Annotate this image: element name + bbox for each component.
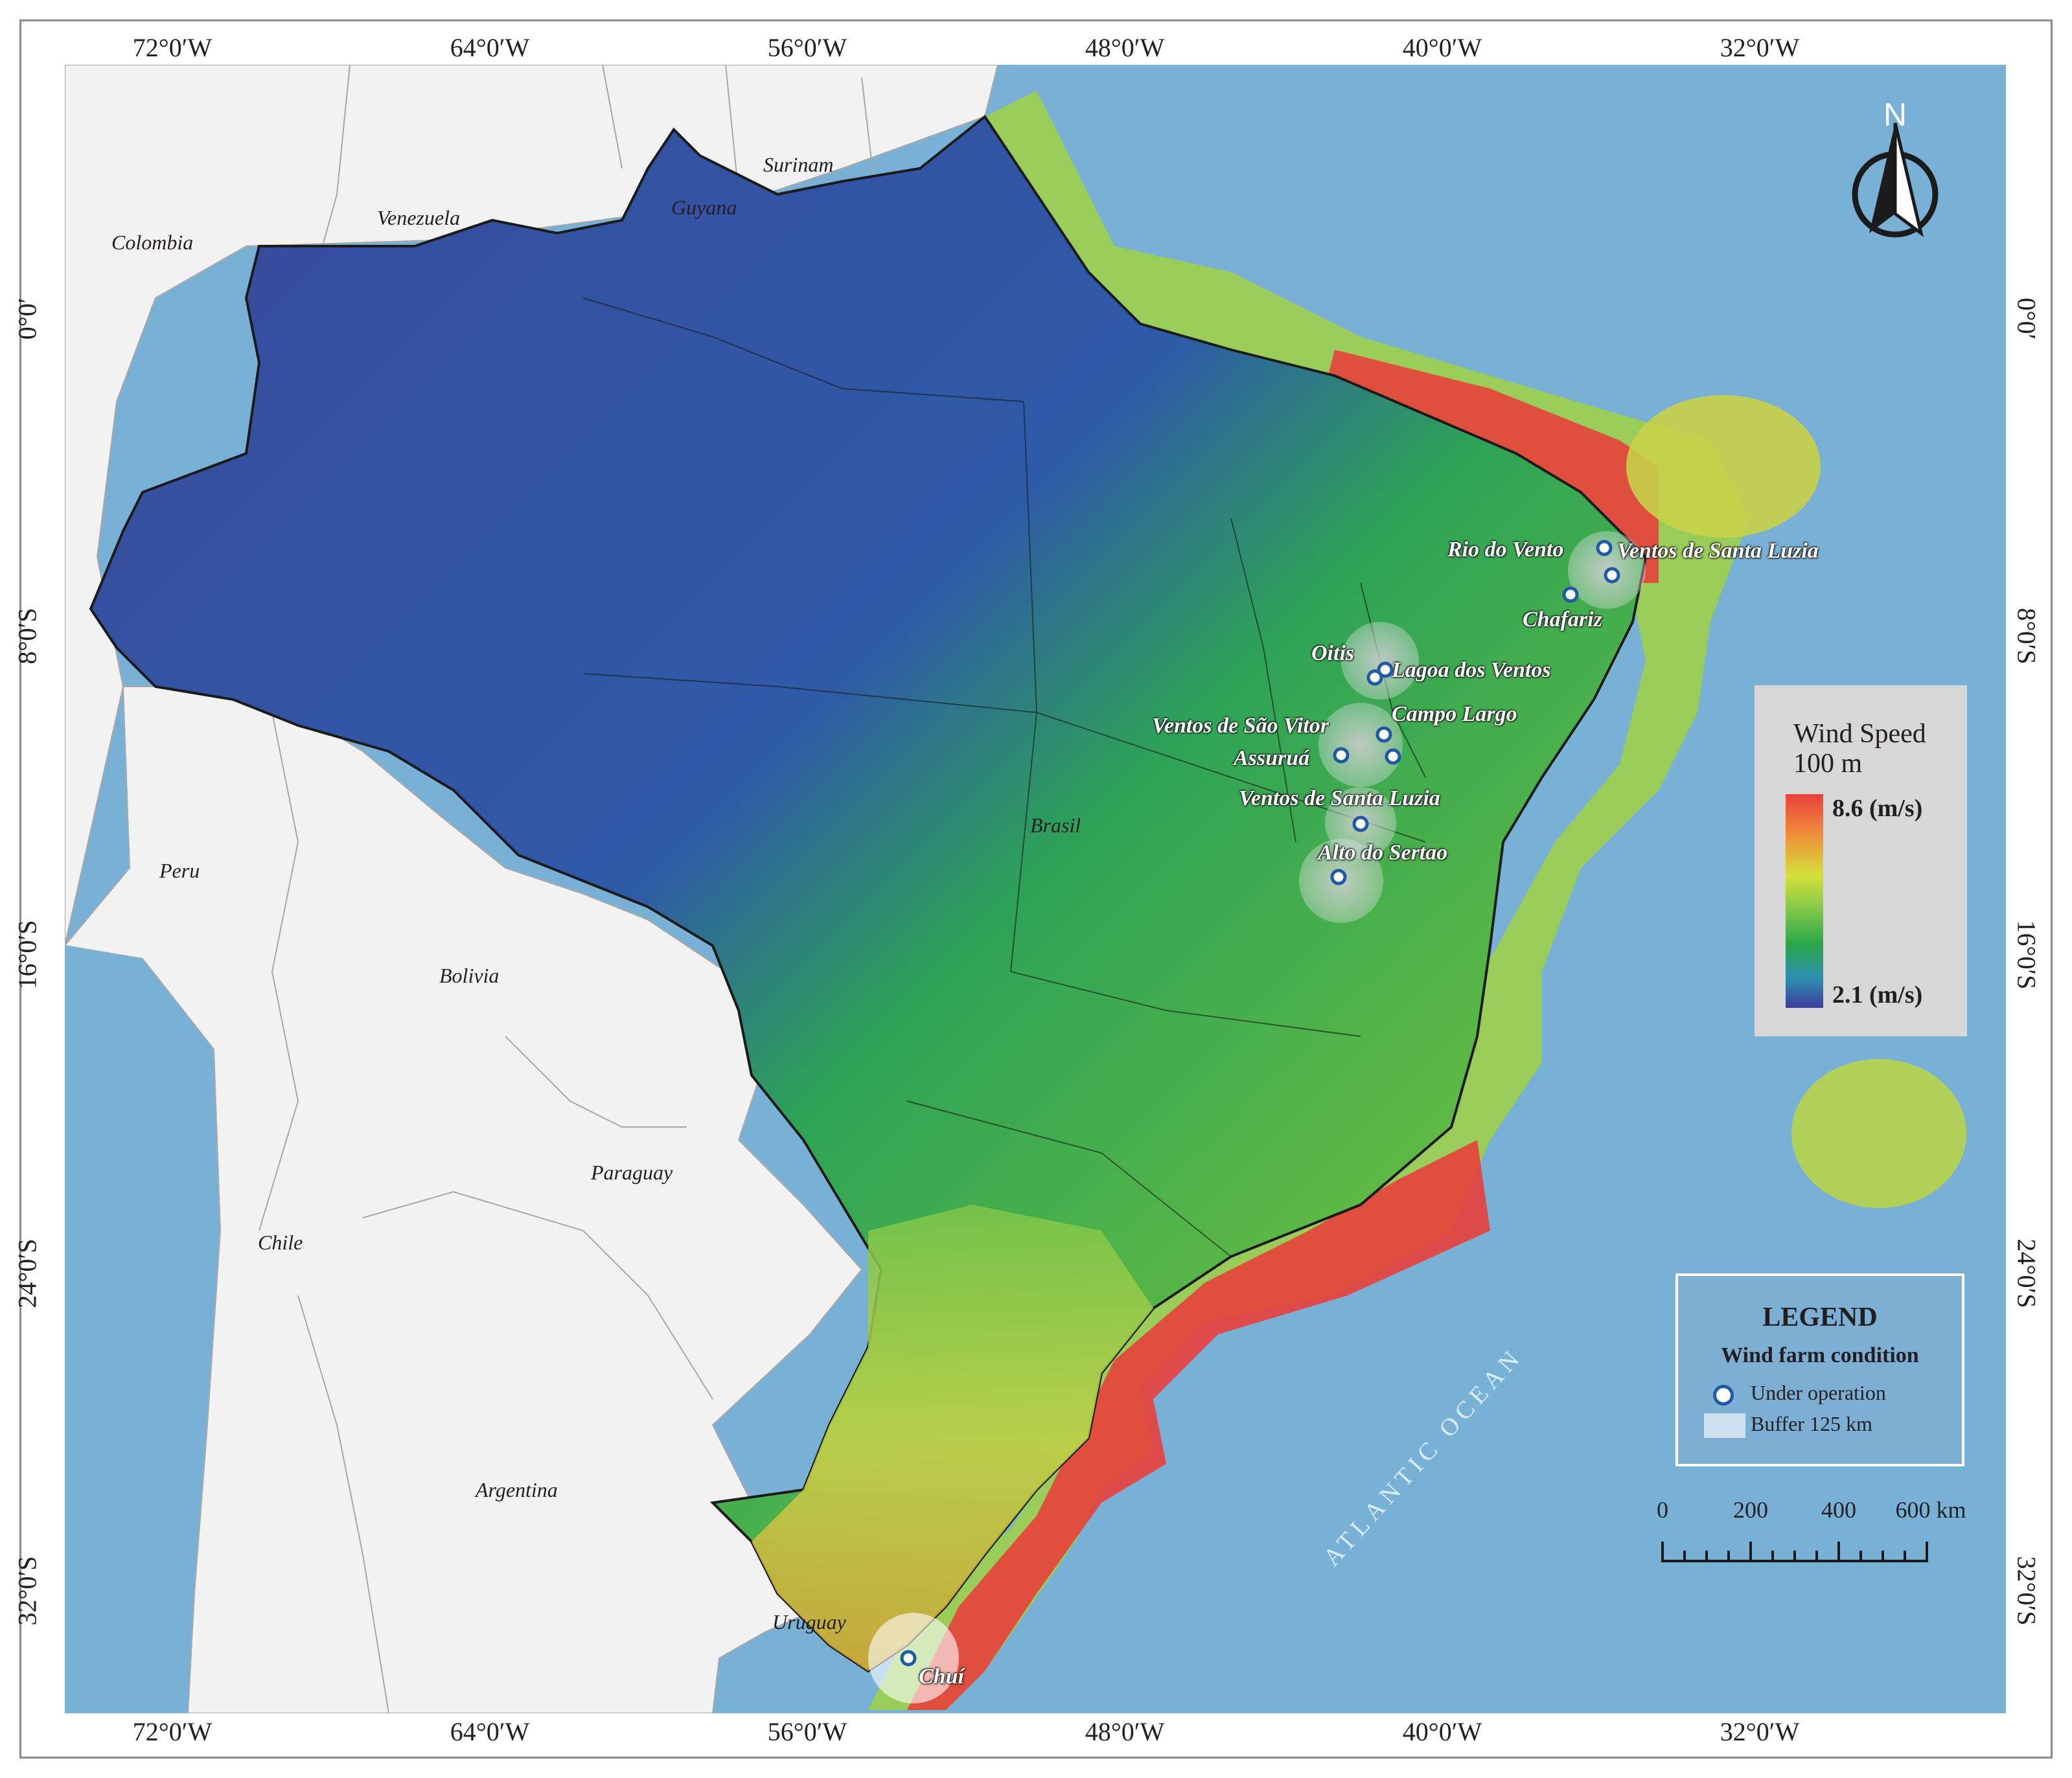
country-label-brasil: Brasil xyxy=(1030,814,1081,837)
farm-marker xyxy=(1366,669,1383,686)
north-arrow-label: N xyxy=(1883,97,1907,133)
wind-speed-min-label: 2.1 (m/s) xyxy=(1832,981,1923,1009)
wind-speed-title: Wind Speed 100 m xyxy=(1793,719,1926,779)
country-label-surinam: Surinam xyxy=(763,153,834,176)
farm-label: Alto do Sertao xyxy=(1318,841,1448,865)
country-label-bolivia: Bolivia xyxy=(439,964,500,987)
south-brazil xyxy=(752,1205,1153,1671)
wind-speed-title-line2: 100 m xyxy=(1793,749,1863,779)
lon-tick-bottom: 48°0′W xyxy=(1085,1717,1165,1746)
lat-tick-left: 8°0′S xyxy=(12,608,42,665)
scale-ruler xyxy=(1661,1542,1928,1562)
lat-tick-left: 16°0′S xyxy=(12,920,42,990)
country-label-guyana: Guyana xyxy=(671,196,737,219)
chile-coast xyxy=(65,946,214,1713)
lon-tick-top: 72°0′W xyxy=(132,33,213,62)
under-operation-marker-icon xyxy=(1713,1385,1734,1406)
lon-tick-bottom: 72°0′W xyxy=(132,1717,213,1746)
farm-label: Ventos de São Vitor xyxy=(1152,714,1330,738)
wind-farm-markers xyxy=(900,540,1620,1667)
farm-label: Assuruá xyxy=(1234,746,1310,770)
lon-tick-top: 40°0′W xyxy=(1402,33,1482,62)
scale-label: 200 xyxy=(1733,1497,1768,1523)
farm-marker xyxy=(1562,586,1579,603)
lat-tick-right: 0°0′ xyxy=(2012,297,2042,340)
lat-tick-right: 24°0′S xyxy=(2012,1238,2042,1308)
lat-tick-right: 8°0′S xyxy=(2012,608,2042,665)
legend-title: LEGEND xyxy=(1762,1303,1878,1332)
country-label-paraguay: Paraguay xyxy=(591,1161,673,1184)
country-label-argentina: Argentina xyxy=(476,1478,558,1501)
farm-marker xyxy=(1330,869,1347,885)
country-label-chile: Chile xyxy=(258,1231,303,1254)
wind-speed-colorbar xyxy=(1786,794,1823,1008)
lon-tick-top: 56°0′W xyxy=(767,33,847,62)
wind-map xyxy=(65,65,2006,1713)
lat-tick-right: 32°0′S xyxy=(2012,1556,2042,1626)
legend-subtitle: Wind farm condition xyxy=(1721,1343,1919,1367)
legend: LEGEND Wind farm condition Under operati… xyxy=(1675,1273,1964,1466)
farm-label: Ventos de Santa Luzia xyxy=(1239,786,1440,810)
country-label-venezuela: Venezuela xyxy=(377,206,460,229)
farm-marker xyxy=(1377,661,1394,678)
lon-tick-top: 64°0′W xyxy=(450,33,530,62)
wind-speed-legend: Wind Speed 100 m 8.6 (m/s) 2.1 (m/s) xyxy=(1755,685,1967,1036)
farm-marker xyxy=(1333,747,1350,764)
offshore-island-zone-1 xyxy=(1626,395,1821,538)
legend-buffer-label: Buffer 125 km xyxy=(1751,1412,1872,1435)
scale-label: 600 km xyxy=(1895,1497,1966,1523)
lat-tick-left: 0°0′ xyxy=(12,297,42,340)
farm-label: Lagoa dos Ventos xyxy=(1392,658,1551,682)
offshore-wind-high-se xyxy=(907,1140,1490,1710)
lat-tick-right: 16°0′S xyxy=(2012,920,2042,990)
farm-marker xyxy=(1376,726,1392,743)
farm-label: Campo Largo xyxy=(1392,702,1517,726)
lon-tick-bottom: 64°0′W xyxy=(450,1717,530,1746)
lon-tick-top: 48°0′W xyxy=(1085,33,1165,62)
country-label-peru: Peru xyxy=(159,859,200,882)
lat-tick-left: 24°0′S xyxy=(12,1238,42,1308)
farm-label: Oitis xyxy=(1311,641,1355,665)
north-arrow-icon xyxy=(1852,122,1939,238)
lat-tick-left: 32°0′S xyxy=(12,1556,42,1626)
offshore-island-zone-2 xyxy=(1791,1059,1966,1208)
lon-tick-bottom: 40°0′W xyxy=(1402,1717,1482,1746)
land-neighbours xyxy=(65,65,999,1713)
wind-speed-max-label: 8.6 (m/s) xyxy=(1832,795,1923,822)
farm-label: Rio do Vento xyxy=(1447,538,1564,562)
lon-tick-bottom: 32°0′W xyxy=(1720,1717,1800,1746)
scale-label: 400 xyxy=(1821,1497,1856,1523)
north-arrow: N xyxy=(1847,96,1944,245)
farm-marker xyxy=(1385,748,1401,765)
country-label-colombia: Colombia xyxy=(111,231,194,254)
scale-bar: 0 200 400 600 km xyxy=(1657,1496,1970,1574)
farm-marker xyxy=(1352,815,1369,832)
legend-under-operation-label: Under operation xyxy=(1751,1381,1886,1404)
wind-speed-title-line1: Wind Speed xyxy=(1793,719,1926,749)
lon-tick-top: 32°0′W xyxy=(1720,33,1800,62)
farm-marker xyxy=(1604,567,1620,584)
farm-label: Chuí xyxy=(919,1665,964,1689)
scale-label: 0 xyxy=(1657,1497,1668,1523)
farm-marker xyxy=(900,1650,917,1667)
farm-marker xyxy=(1596,540,1613,556)
country-label-uruguay: Uruguay xyxy=(772,1610,846,1634)
farm-label: Ventos de Santa Luzia xyxy=(1617,539,1819,563)
farm-label: Chafariz xyxy=(1523,608,1602,632)
lon-tick-bottom: 56°0′W xyxy=(767,1717,847,1746)
buffer-swatch-icon xyxy=(1704,1413,1745,1438)
